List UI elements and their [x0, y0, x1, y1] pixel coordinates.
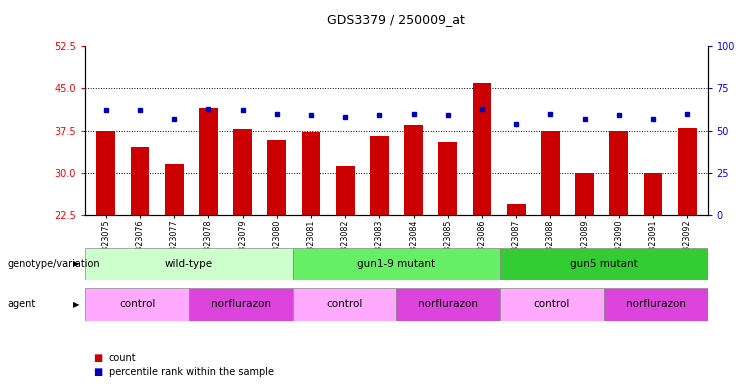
- Text: norflurazon: norflurazon: [419, 299, 478, 310]
- Text: count: count: [109, 353, 136, 363]
- Bar: [233, 129, 252, 215]
- Bar: [507, 204, 525, 215]
- Bar: [370, 136, 389, 215]
- Text: gun5 mutant: gun5 mutant: [570, 259, 638, 269]
- Bar: [85, 248, 293, 280]
- Text: ▶: ▶: [73, 260, 79, 268]
- Bar: [643, 173, 662, 215]
- Text: wild-type: wild-type: [165, 259, 213, 269]
- Text: norflurazon: norflurazon: [211, 299, 270, 310]
- Bar: [541, 131, 559, 215]
- Text: ▶: ▶: [73, 300, 79, 309]
- Bar: [189, 288, 293, 321]
- Bar: [199, 108, 218, 215]
- Bar: [302, 132, 320, 215]
- Text: gun1-9 mutant: gun1-9 mutant: [357, 259, 436, 269]
- Bar: [604, 288, 708, 321]
- Bar: [130, 147, 150, 215]
- Bar: [609, 131, 628, 215]
- Bar: [396, 288, 500, 321]
- Text: control: control: [119, 299, 156, 310]
- Bar: [500, 248, 708, 280]
- Bar: [293, 248, 500, 280]
- Text: ■: ■: [93, 353, 102, 363]
- Text: control: control: [534, 299, 571, 310]
- Bar: [293, 288, 396, 321]
- Text: norflurazon: norflurazon: [626, 299, 685, 310]
- Bar: [336, 166, 354, 215]
- Text: ■: ■: [93, 367, 102, 377]
- Bar: [268, 140, 286, 215]
- Text: agent: agent: [7, 299, 36, 310]
- Bar: [678, 128, 697, 215]
- Bar: [404, 125, 423, 215]
- Bar: [500, 288, 604, 321]
- Text: GDS3379 / 250009_at: GDS3379 / 250009_at: [328, 13, 465, 26]
- Bar: [575, 173, 594, 215]
- Bar: [96, 131, 115, 215]
- Bar: [473, 83, 491, 215]
- Bar: [165, 164, 184, 215]
- Bar: [85, 288, 189, 321]
- Text: genotype/variation: genotype/variation: [7, 259, 100, 269]
- Bar: [439, 142, 457, 215]
- Text: control: control: [326, 299, 363, 310]
- Text: percentile rank within the sample: percentile rank within the sample: [109, 367, 274, 377]
